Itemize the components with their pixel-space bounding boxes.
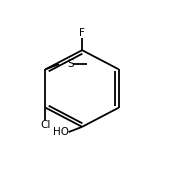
Text: F: F: [79, 28, 85, 38]
Text: Cl: Cl: [40, 120, 51, 130]
Text: S: S: [68, 59, 74, 69]
Text: HO: HO: [53, 127, 69, 137]
